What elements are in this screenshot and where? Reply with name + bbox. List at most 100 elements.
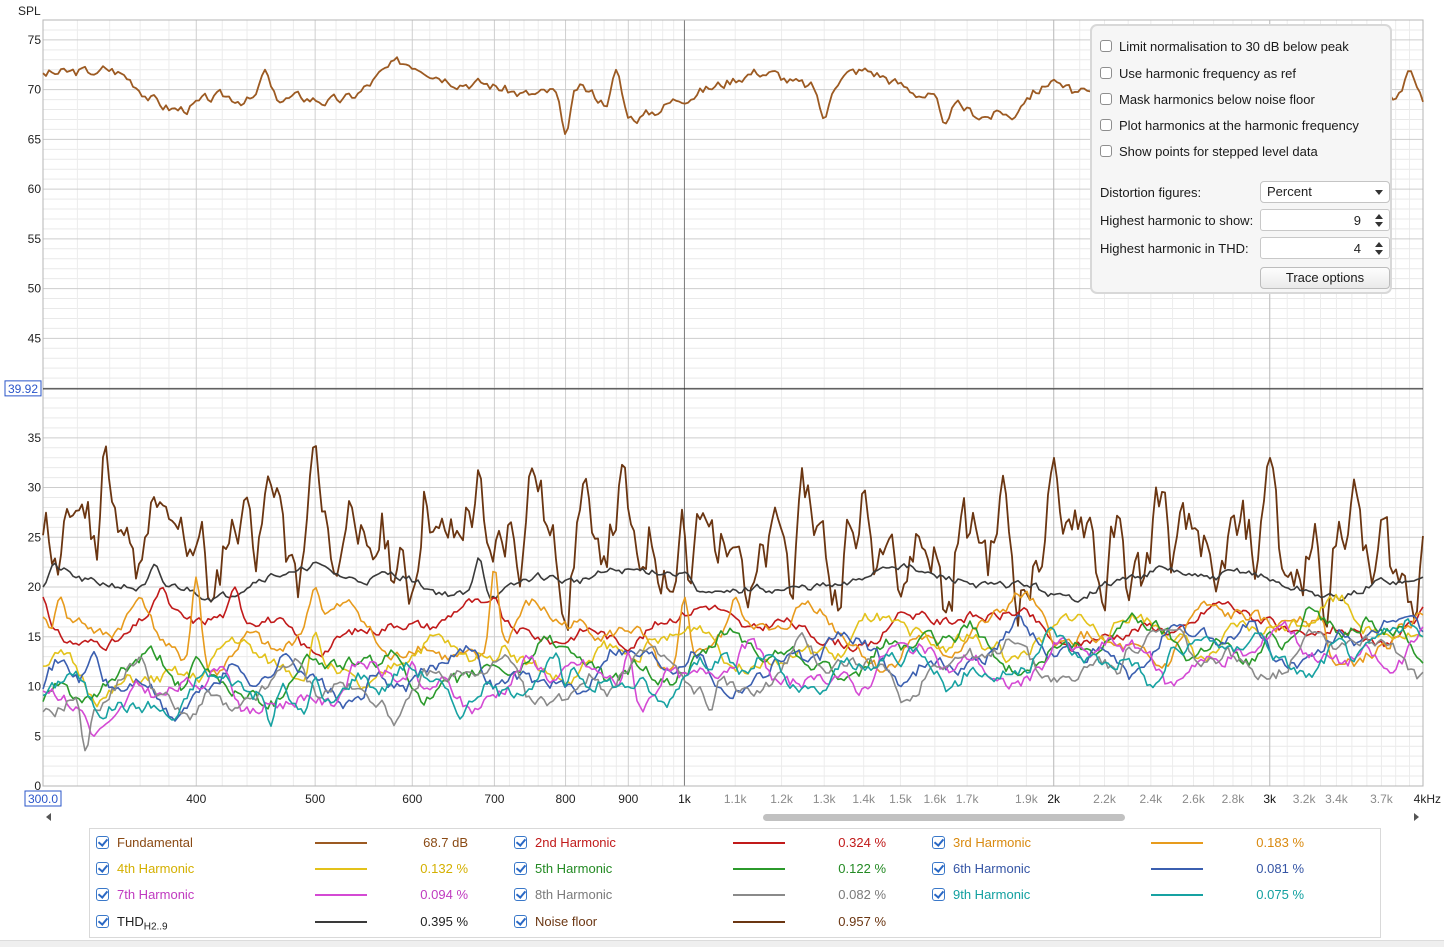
legend-value: 0.183 % [1256, 835, 1304, 850]
trace-options-button[interactable]: Trace options [1260, 267, 1390, 289]
checkbox-checked-icon[interactable] [96, 888, 109, 901]
x-tick-label: 400 [186, 792, 206, 806]
legend-swatch [733, 894, 785, 896]
highest-harmonic-show-stepper[interactable]: 9 [1260, 209, 1390, 231]
x-tick-label: 3k [1263, 792, 1277, 806]
legend-value: 0.132 % [420, 861, 468, 876]
checkbox-icon[interactable] [1100, 67, 1112, 79]
use-harmonic-ref-checkbox[interactable]: Use harmonic frequency as ref [1100, 63, 1296, 83]
legend-item-2nd-harmonic[interactable]: 2nd Harmonic 0.324 % [508, 832, 918, 854]
x-minor-tick-label: 2.8k [1222, 792, 1246, 806]
legend-item-9th-harmonic[interactable]: 9th Harmonic 0.075 % [926, 884, 1336, 906]
legend-name: Noise floor [535, 914, 598, 929]
series-8th-harmonic-line [42, 628, 1424, 752]
legend-subscript: H2..9 [143, 921, 168, 933]
show-points-checkbox[interactable]: Show points for stepped level data [1100, 141, 1318, 161]
checkbox-checked-icon[interactable] [514, 915, 527, 928]
legend-swatch [315, 868, 367, 870]
legend-value: 68.7 dB [423, 835, 468, 850]
y-tick-label: 50 [28, 282, 42, 296]
legend-value: 0.957 % [838, 914, 886, 929]
legend-item-3rd-harmonic[interactable]: 3rd Harmonic 0.183 % [926, 832, 1336, 854]
legend-swatch [733, 868, 785, 870]
x-minor-tick-label: 2.6k [1182, 792, 1206, 806]
x-minor-tick-label: 1.4k [852, 792, 876, 806]
scroll-right-icon[interactable] [1414, 813, 1419, 821]
checkbox-checked-icon[interactable] [514, 862, 527, 875]
chart-axes: 39.92 SPL 0 5 10 15 20 25 30 35 45 50 55 60 65 70 75 300.… [4, 4, 1441, 807]
checkbox-checked-icon[interactable] [96, 915, 109, 928]
legend-item-5th-harmonic[interactable]: 5th Harmonic 0.122 % [508, 858, 918, 880]
legend-swatch [315, 894, 367, 896]
legend-value: 0.075 % [1256, 887, 1304, 902]
legend-swatch [1151, 842, 1203, 844]
legend-item-thd[interactable]: THDH2..9 0.395 % [90, 911, 500, 933]
x-tick-label: 700 [484, 792, 504, 806]
checkbox-checked-icon[interactable] [514, 888, 527, 901]
legend-name: Fundamental [117, 835, 193, 850]
legend-item-fundamental[interactable]: Fundamental 68.7 dB [90, 832, 500, 854]
checkbox-checked-icon[interactable] [932, 888, 945, 901]
y-tick-label: 60 [28, 182, 42, 196]
y-tick-label: 65 [28, 132, 42, 146]
legend-item-8th-harmonic[interactable]: 8th Harmonic 0.082 % [508, 884, 918, 906]
x-minor-tick-label: 1.6k [923, 792, 947, 806]
mask-harmonics-checkbox[interactable]: Mask harmonics below noise floor [1100, 89, 1315, 109]
distortion-figures-select[interactable]: Percent [1260, 181, 1390, 203]
stepper-arrows-icon[interactable] [1372, 240, 1386, 256]
y-tick-label: 15 [28, 630, 42, 644]
legend-name: 7th Harmonic [117, 887, 195, 902]
plot-harmonics-checkbox[interactable]: Plot harmonics at the harmonic frequency [1100, 115, 1359, 135]
series-noise-floor-line [42, 445, 1424, 631]
x-minor-tick-label: 1.2k [770, 792, 794, 806]
x-tick-label: 2k [1047, 792, 1061, 806]
legend-name: 4th Harmonic [117, 861, 195, 876]
legend-value: 0.395 % [420, 914, 468, 929]
checkbox-icon[interactable] [1100, 40, 1112, 52]
checkbox-checked-icon[interactable] [932, 836, 945, 849]
plot-border [42, 19, 1424, 787]
legend-name: 3rd Harmonic [953, 835, 1032, 850]
series-4th-harmonic-line [42, 593, 1424, 708]
cursor-readout-value: 39.92 [8, 382, 38, 396]
x-start-value: 300.0 [28, 792, 58, 806]
legend-value: 0.081 % [1256, 861, 1304, 876]
legend-swatch [1151, 868, 1203, 870]
y-tick-label: 35 [28, 431, 42, 445]
legend-name: THDH2..9 [117, 914, 168, 933]
y-tick-label: 45 [28, 331, 42, 345]
checkbox-icon[interactable] [1100, 145, 1112, 157]
checkbox-icon[interactable] [1100, 119, 1112, 131]
x-minor-tick-label: 2.4k [1140, 792, 1164, 806]
chevron-down-icon [1375, 190, 1383, 195]
horizontal-scrollbar[interactable] [763, 814, 1125, 821]
scroll-left-icon[interactable] [46, 813, 51, 821]
stepper-arrows-icon[interactable] [1372, 212, 1386, 228]
checkbox-checked-icon[interactable] [96, 836, 109, 849]
x-tick-label: 600 [402, 792, 422, 806]
x-start-box [24, 790, 62, 807]
checkbox-checked-icon[interactable] [514, 836, 527, 849]
trace-legend: Fundamental 68.7 dB 2nd Harmonic 0.324 % 3rd… [89, 828, 1381, 938]
x-tick-label: 4kHz [1414, 792, 1441, 806]
x-minor-tick-label: 1.9k [1015, 792, 1039, 806]
checkbox-checked-icon[interactable] [96, 862, 109, 875]
legend-item-4th-harmonic[interactable]: 4th Harmonic 0.132 % [90, 858, 500, 880]
legend-swatch [1151, 894, 1203, 896]
legend-swatch [733, 921, 785, 923]
x-minor-tick-label: 1.5k [889, 792, 913, 806]
legend-item-noise-floor[interactable]: Noise floor 0.957 % [508, 911, 918, 933]
x-minor-tick-label: 3.4k [1325, 792, 1349, 806]
legend-item-6th-harmonic[interactable]: 6th Harmonic 0.081 % [926, 858, 1336, 880]
distortion-figures-label: Distortion figures: [1100, 185, 1202, 200]
legend-item-7th-harmonic[interactable]: 7th Harmonic 0.094 % [90, 884, 500, 906]
checkbox-checked-icon[interactable] [932, 862, 945, 875]
y-tick-label: 55 [28, 232, 42, 246]
legend-value: 0.094 % [420, 887, 468, 902]
highest-harmonic-thd-stepper[interactable]: 4 [1260, 237, 1390, 259]
legend-name: 5th Harmonic [535, 861, 613, 876]
series-7th-harmonic-line [42, 620, 1424, 737]
y-tick-label: 0 [34, 779, 41, 793]
checkbox-icon[interactable] [1100, 93, 1112, 105]
limit-normalisation-checkbox[interactable]: Limit normalisation to 30 dB below peak [1100, 36, 1349, 56]
